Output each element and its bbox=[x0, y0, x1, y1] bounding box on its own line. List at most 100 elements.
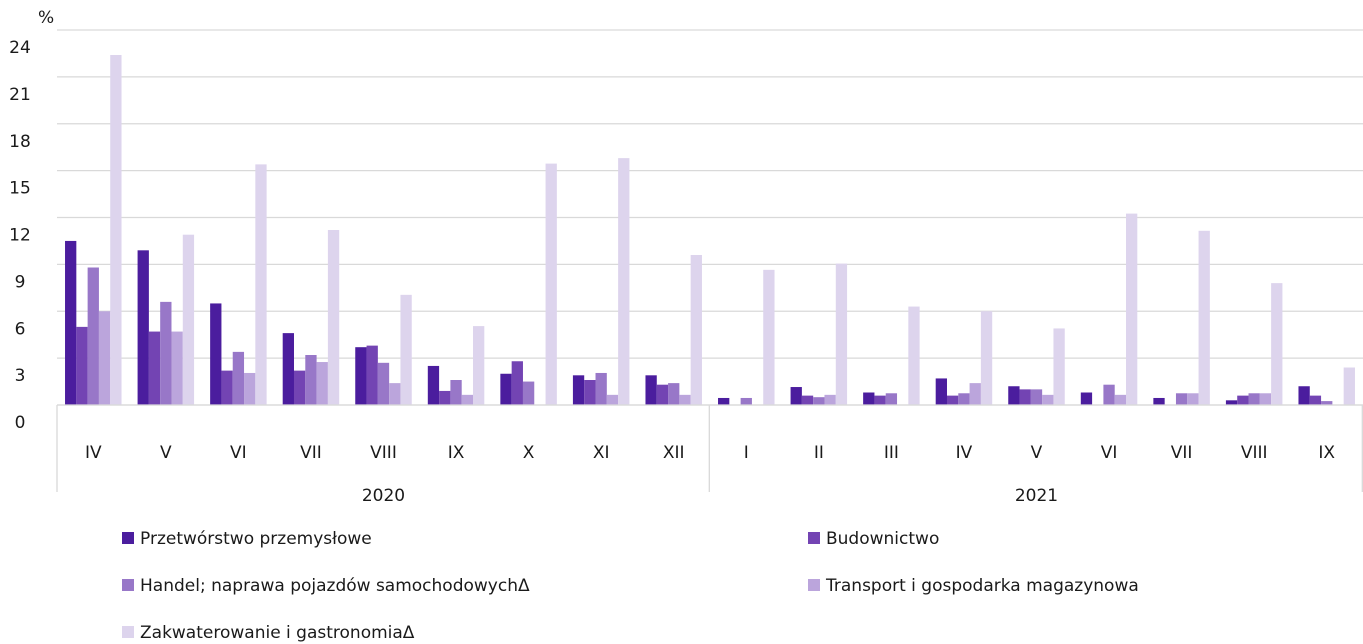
x-group-label: 2020 bbox=[362, 486, 405, 506]
y-tick-label: 3 bbox=[15, 366, 26, 386]
legend-label: Przetwórstwo przemysłowe bbox=[140, 529, 372, 549]
x-tick-label: II bbox=[814, 443, 824, 463]
bar bbox=[316, 362, 328, 405]
x-tick-label: I bbox=[744, 443, 749, 463]
y-tick-label: 0 bbox=[15, 413, 26, 433]
bar bbox=[1271, 283, 1283, 405]
bar bbox=[1298, 386, 1310, 405]
bar bbox=[1042, 394, 1054, 405]
bar bbox=[1259, 393, 1272, 405]
bar bbox=[366, 345, 378, 405]
bar bbox=[606, 394, 619, 405]
x-tick-label: IV bbox=[85, 443, 102, 463]
bar bbox=[595, 372, 607, 405]
legend-swatch bbox=[122, 532, 134, 544]
legend-swatch bbox=[122, 626, 134, 638]
bar bbox=[1114, 394, 1127, 405]
bar bbox=[1153, 397, 1165, 405]
bar bbox=[1126, 213, 1138, 405]
x-tick-label: XII bbox=[663, 443, 685, 463]
bar bbox=[148, 331, 161, 405]
y-tick-label: 6 bbox=[15, 319, 26, 339]
bar bbox=[500, 373, 512, 405]
bar bbox=[690, 255, 702, 405]
bar bbox=[282, 333, 294, 405]
bar bbox=[572, 375, 585, 405]
bar bbox=[1198, 230, 1210, 405]
bar bbox=[461, 394, 474, 405]
bar bbox=[1030, 389, 1043, 405]
bar bbox=[763, 269, 775, 405]
bar bbox=[645, 375, 657, 405]
bar bbox=[824, 394, 836, 405]
bar bbox=[244, 372, 256, 405]
bar bbox=[305, 355, 317, 405]
bar bbox=[1309, 395, 1322, 405]
bar bbox=[389, 383, 401, 405]
y-tick-label: 12 bbox=[9, 226, 31, 246]
bar bbox=[255, 164, 267, 405]
x-tick-label: III bbox=[884, 443, 899, 463]
bar bbox=[863, 392, 875, 405]
bar bbox=[1080, 392, 1093, 405]
bar bbox=[1225, 400, 1238, 405]
bar bbox=[1343, 367, 1355, 405]
bar bbox=[656, 384, 669, 405]
bar bbox=[293, 370, 306, 405]
bar bbox=[221, 370, 233, 405]
y-tick-label: 18 bbox=[9, 132, 31, 152]
x-tick-label: VIII bbox=[370, 443, 397, 463]
legend-label: Transport i gospodarka magazynowa bbox=[825, 576, 1139, 596]
bar bbox=[171, 331, 183, 405]
x-tick-label: VI bbox=[1101, 443, 1118, 463]
x-tick-label: IX bbox=[448, 443, 465, 463]
y-tick-label: 9 bbox=[15, 272, 26, 292]
x-tick-label: VIII bbox=[1241, 443, 1268, 463]
bar bbox=[740, 397, 752, 405]
legend-label: Budownictwo bbox=[826, 529, 939, 549]
bar bbox=[76, 326, 88, 405]
bar bbox=[1053, 328, 1065, 405]
bar bbox=[935, 378, 947, 405]
bar bbox=[813, 397, 825, 405]
bar bbox=[65, 240, 77, 405]
legend-swatch bbox=[122, 579, 134, 591]
bar bbox=[210, 303, 222, 405]
bar bbox=[450, 380, 462, 405]
bar bbox=[718, 397, 730, 405]
legend-swatch bbox=[808, 532, 820, 544]
bar bbox=[1187, 393, 1199, 405]
y-axis-label: % bbox=[38, 8, 54, 28]
x-tick-label: IX bbox=[1318, 443, 1335, 463]
x-group-label: 2021 bbox=[1015, 486, 1058, 506]
bar bbox=[87, 267, 99, 405]
bar bbox=[1237, 395, 1249, 405]
bar bbox=[473, 326, 485, 405]
y-tick-label: 21 bbox=[9, 85, 31, 105]
bar bbox=[232, 351, 245, 405]
bar bbox=[1248, 393, 1260, 405]
bar bbox=[584, 380, 596, 405]
bar bbox=[885, 393, 898, 405]
bar bbox=[874, 395, 886, 405]
x-tick-label: XI bbox=[593, 443, 610, 463]
bar bbox=[946, 395, 959, 405]
bar bbox=[98, 311, 111, 405]
bar bbox=[790, 387, 802, 405]
legend-label: Zakwaterowanie i gastronomiaΔ bbox=[140, 623, 415, 643]
x-tick-label: V bbox=[1031, 443, 1043, 463]
bar bbox=[545, 163, 557, 405]
bar bbox=[958, 393, 970, 405]
bar bbox=[1103, 384, 1115, 405]
bar bbox=[160, 301, 172, 405]
x-tick-label: VII bbox=[1171, 443, 1193, 463]
bar bbox=[400, 294, 412, 405]
bar bbox=[801, 395, 814, 405]
bar bbox=[908, 306, 920, 405]
bar bbox=[137, 250, 149, 405]
bar bbox=[1321, 401, 1333, 405]
x-tick-label: V bbox=[160, 443, 172, 463]
bar bbox=[1008, 386, 1020, 405]
bar bbox=[980, 311, 993, 405]
